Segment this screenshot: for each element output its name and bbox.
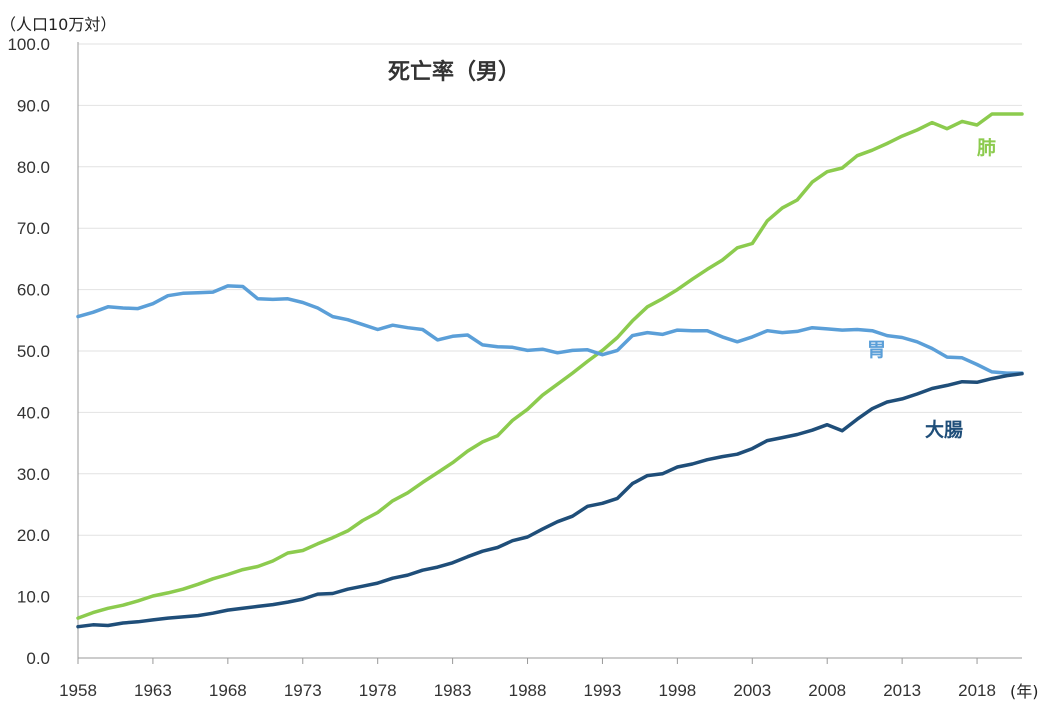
y-tick-label: 20.0 [17,526,50,545]
x-axis-ticks: 1958 1963 1968 1973 1978 1983 1988 1993 1998 2003… [59,658,996,700]
x-tick-label: 1988 [509,681,547,700]
series-line-stomach [76,284,1024,375]
y-axis-ticks: 0.0 10.0 20.0 30.0 40.0 50.0 60.0 70.0 80.0 90.0 1… [7,35,50,668]
x-tick-label: 2018 [958,681,996,700]
series-label-lung: 肺 [977,137,996,159]
x-tick-label: 1973 [284,681,322,700]
series-label-stomach: 胃 [867,339,886,361]
series-line-colon [76,371,1024,629]
y-tick-label: 50.0 [17,342,50,361]
y-tick-label: 0.0 [26,649,50,668]
y-tick-label: 100.0 [7,35,50,54]
x-tick-label: 1993 [584,681,622,700]
y-tick-label: 10.0 [17,588,50,607]
x-tick-label: 2013 [883,681,921,700]
x-tick-label: 1998 [658,681,696,700]
x-tick-label: 2003 [733,681,771,700]
x-tick-label: 1958 [59,681,97,700]
y-tick-label: 30.0 [17,465,50,484]
x-tick-label: 1963 [134,681,172,700]
x-axis-unit-label: (年) [1010,682,1039,701]
y-tick-label: 70.0 [17,219,50,238]
x-tick-label: 1978 [359,681,397,700]
chart-title: 死亡率（男） [388,59,520,85]
x-tick-label: 1968 [209,681,247,700]
series-line-lung [76,112,1024,620]
y-tick-label: 60.0 [17,281,50,300]
series-label-colon: 大腸 [925,418,963,441]
series-lines [76,112,1024,629]
y-tick-label: 80.0 [17,158,50,177]
y-axis-unit-label: （人口10万対） [0,15,116,34]
y-tick-label: 90.0 [17,96,50,115]
y-tick-label: 40.0 [17,403,50,422]
x-tick-label: 2008 [808,681,846,700]
x-tick-label: 1983 [434,681,472,700]
